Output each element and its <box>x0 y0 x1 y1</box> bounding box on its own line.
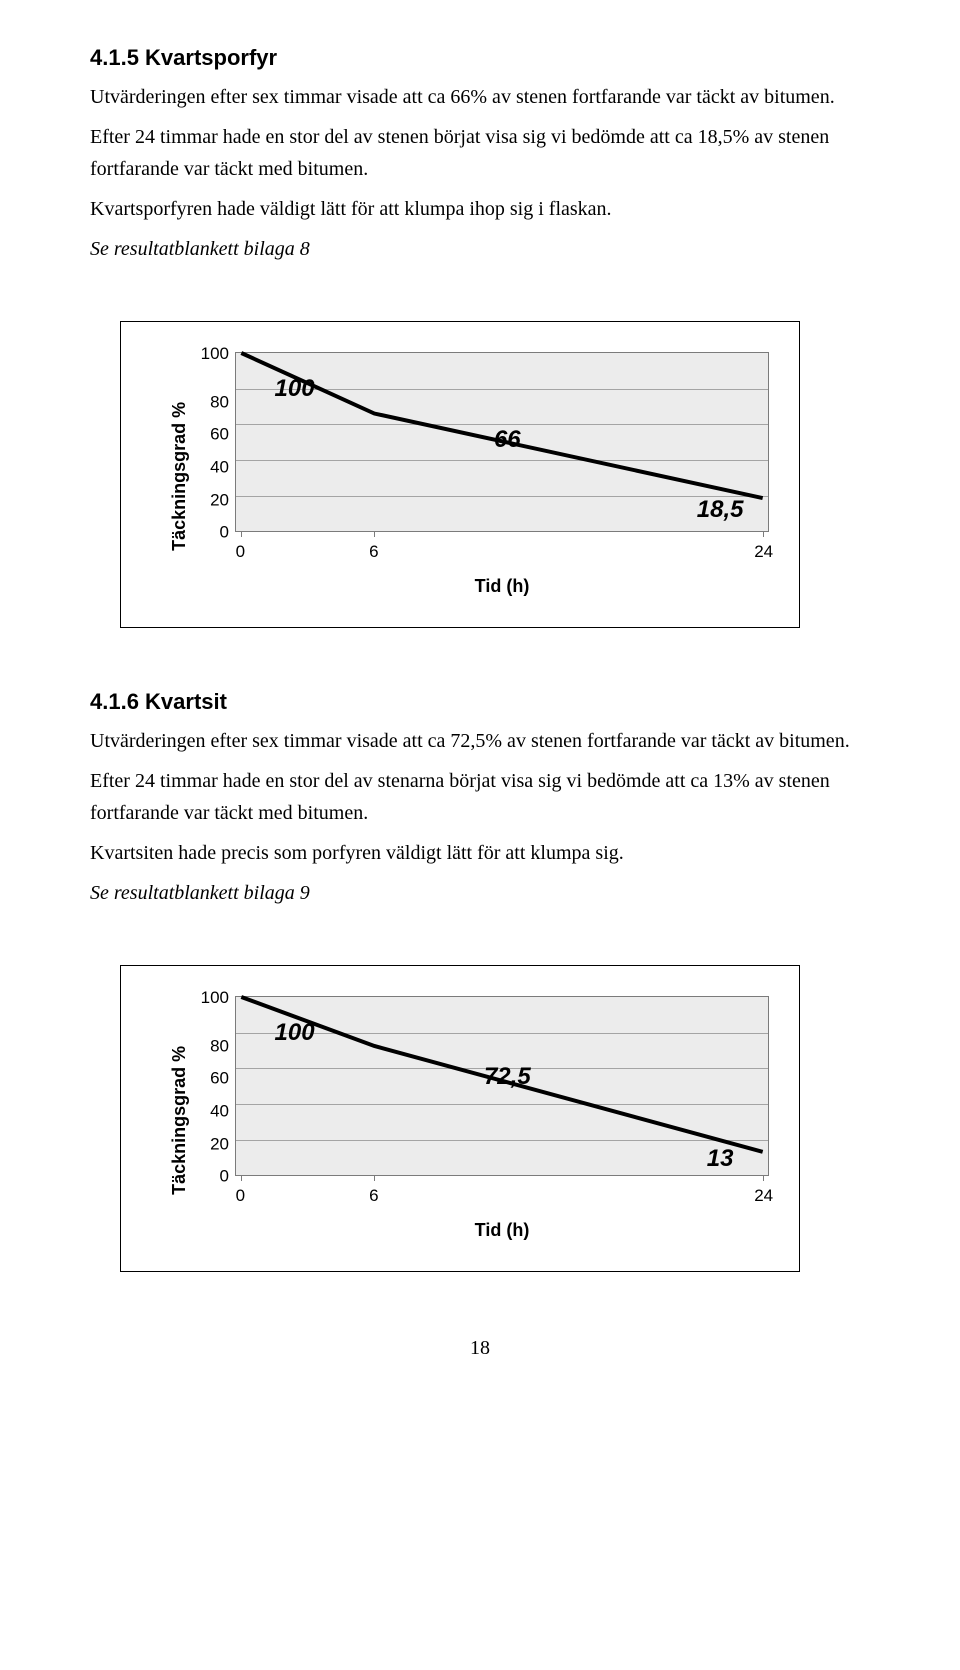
x-tick: 24 <box>754 538 773 565</box>
chart-kvartsit: Täckningsgrad % 100 80 60 40 20 0 100 72,5 13 0 6 24… <box>120 965 800 1272</box>
paragraph-italic: Se resultatblankett bilaga 9 <box>90 877 870 909</box>
x-tick: 6 <box>369 538 378 565</box>
x-tick: 6 <box>369 1182 378 1209</box>
y-tick: 100 <box>201 345 229 362</box>
value-label: 13 <box>707 1140 734 1178</box>
y-tick: 80 <box>210 1037 229 1054</box>
y-axis-label: Täckningsgrad % <box>166 1046 195 1195</box>
value-label: 18,5 <box>697 491 744 529</box>
y-tick: 80 <box>210 393 229 410</box>
y-tick: 40 <box>210 1102 229 1119</box>
y-tick: 60 <box>210 426 229 443</box>
y-tick: 20 <box>210 1135 229 1152</box>
plot-area: 100 66 18,5 <box>235 352 769 532</box>
value-label: 72,5 <box>484 1058 531 1096</box>
x-tick: 0 <box>236 1182 245 1209</box>
paragraph: Kvartsiten hade precis som porfyren väld… <box>90 837 870 869</box>
page-number: 18 <box>90 1332 870 1364</box>
section-heading-2: 4.1.6 Kvartsit <box>90 684 870 719</box>
value-label: 100 <box>274 370 314 408</box>
value-label: 66 <box>494 421 521 459</box>
value-label: 100 <box>274 1014 314 1052</box>
paragraph: Kvartsporfyren hade väldigt lätt för att… <box>90 193 870 225</box>
y-tick: 40 <box>210 458 229 475</box>
paragraph: Efter 24 timmar hade en stor del av sten… <box>90 121 870 185</box>
paragraph: Utvärderingen efter sex timmar visade at… <box>90 81 870 113</box>
y-tick: 0 <box>220 1168 229 1185</box>
x-tick: 24 <box>754 1182 773 1209</box>
y-tick: 0 <box>220 524 229 541</box>
paragraph: Efter 24 timmar hade en stor del av sten… <box>90 765 870 829</box>
section-heading-1: 4.1.5 Kvartsporfyr <box>90 40 870 75</box>
paragraph-italic: Se resultatblankett bilaga 8 <box>90 233 870 265</box>
plot-area: 100 72,5 13 <box>235 996 769 1176</box>
y-tick: 100 <box>201 989 229 1006</box>
x-axis-label: Tid (h) <box>235 1216 769 1245</box>
y-tick: 20 <box>210 491 229 508</box>
y-axis-label: Täckningsgrad % <box>166 402 195 551</box>
chart-kvartsporfyr: Täckningsgrad % 100 80 60 40 20 0 100 66 18,5 0 6 24… <box>120 321 800 628</box>
paragraph: Utvärderingen efter sex timmar visade at… <box>90 725 870 757</box>
x-tick: 0 <box>236 538 245 565</box>
x-axis-label: Tid (h) <box>235 572 769 601</box>
y-tick: 60 <box>210 1070 229 1087</box>
